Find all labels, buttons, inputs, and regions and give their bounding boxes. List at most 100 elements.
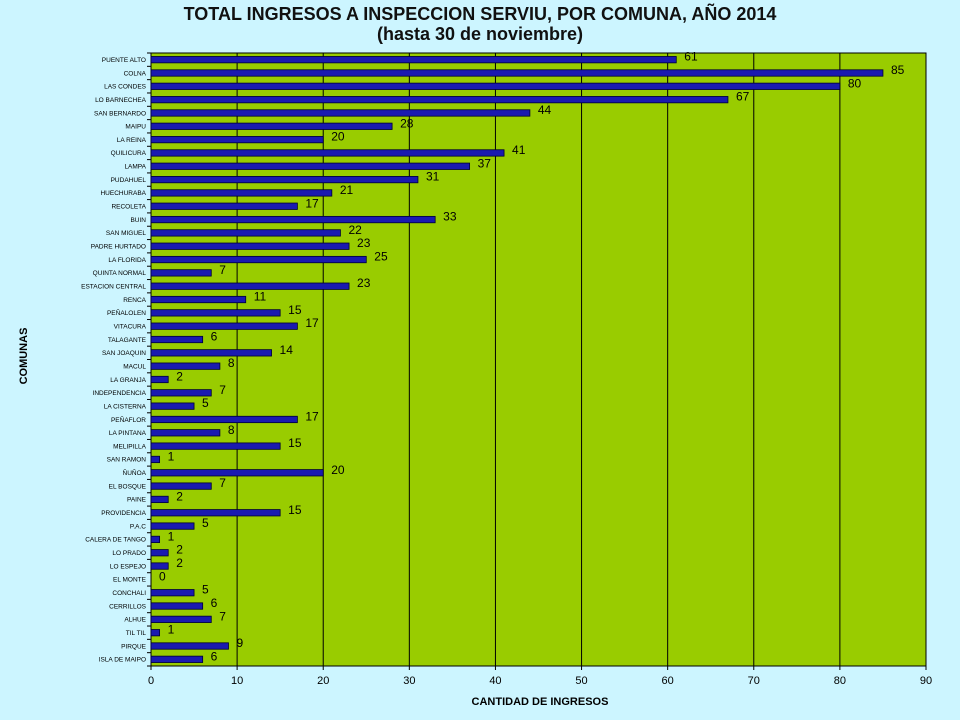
bar — [150, 295, 247, 304]
bar — [150, 429, 221, 437]
category-label: MAIPU — [125, 124, 146, 131]
bar — [150, 175, 419, 184]
plot-area — [150, 52, 927, 667]
category-label: RECOLETA — [111, 204, 146, 211]
data-label: 17 — [305, 409, 319, 423]
category-label: PIRQUE — [121, 643, 147, 650]
data-label: 21 — [340, 183, 354, 197]
data-label: 20 — [331, 463, 345, 477]
bar — [150, 455, 161, 464]
data-label: 2 — [176, 369, 183, 383]
category-label: TALAGANTE — [108, 337, 147, 344]
bar — [150, 629, 161, 637]
bar — [150, 202, 298, 210]
chart-title: TOTAL INGRESOS A INSPECCION SERVIU, POR … — [183, 4, 777, 24]
bar — [150, 229, 341, 237]
data-label: 17 — [305, 316, 319, 330]
bar — [150, 109, 531, 117]
bar — [150, 482, 212, 490]
category-label: PEÑAFLOR — [111, 415, 146, 424]
data-label: 6 — [211, 649, 218, 663]
bar — [150, 269, 212, 277]
category-label: COLNA — [124, 70, 147, 77]
category-label: SAN BERNARDO — [94, 110, 146, 117]
category-label: LO ESPEJO — [110, 563, 146, 570]
bar — [150, 589, 195, 597]
data-label: 23 — [357, 276, 371, 290]
bar — [150, 322, 298, 330]
bar — [150, 215, 436, 224]
category-label: EL BOSQUE — [109, 483, 147, 490]
category-label: LO BARNECHEA — [95, 97, 147, 104]
x-tick-label: 50 — [575, 675, 587, 687]
bar — [150, 96, 729, 104]
bar — [150, 522, 195, 530]
category-label: MACUL — [123, 363, 146, 370]
category-label: QUINTA NORMAL — [93, 270, 147, 277]
category-label: CERRILLOS — [109, 603, 147, 610]
category-label: ALHUE — [124, 617, 146, 624]
data-label: 8 — [228, 423, 235, 437]
bar — [150, 642, 229, 650]
bar — [150, 389, 212, 397]
bar — [150, 415, 298, 424]
bar — [150, 122, 393, 130]
bar — [150, 535, 161, 544]
bar — [150, 375, 169, 384]
x-tick-label: 80 — [834, 675, 846, 687]
category-label: LA CISTERNA — [104, 403, 147, 410]
x-tick-label: 70 — [748, 675, 760, 687]
x-tick-label: 40 — [489, 675, 501, 687]
category-label: PEÑALOLEN — [107, 308, 146, 317]
data-label: 9 — [237, 636, 244, 650]
data-label: 15 — [288, 503, 302, 517]
category-label: CONCHALI — [112, 590, 146, 597]
category-label: TIL TIL — [126, 630, 147, 637]
x-axis-label: CANTIDAD DE INGRESOS — [471, 696, 609, 708]
data-label: 2 — [176, 543, 183, 557]
bar — [150, 495, 169, 504]
bar — [150, 69, 884, 77]
data-label: 61 — [684, 50, 698, 64]
data-label: 5 — [202, 396, 209, 410]
data-label: 1 — [168, 449, 175, 463]
data-label: 2 — [176, 556, 183, 570]
bar — [150, 362, 221, 370]
data-label: 31 — [426, 170, 440, 184]
bar — [150, 349, 272, 357]
category-label: SAN RAMON — [107, 457, 147, 464]
bar — [150, 82, 841, 90]
data-label: 15 — [288, 303, 302, 317]
data-label: 41 — [512, 143, 526, 157]
data-label: 5 — [202, 583, 209, 597]
category-label: BUIN — [130, 217, 146, 224]
category-label: EL MONTE — [113, 577, 147, 584]
category-label: PUDAHUEL — [111, 177, 147, 184]
chart-subtitle: (hasta 30 de noviembre) — [376, 24, 584, 44]
category-label: VITACURA — [114, 323, 147, 330]
data-label: 37 — [478, 156, 492, 170]
category-label: ESTACION CENTRAL — [81, 284, 146, 291]
data-label: 15 — [288, 436, 302, 450]
data-label: 7 — [219, 263, 226, 277]
data-label: 85 — [891, 63, 905, 77]
data-label: 6 — [211, 330, 218, 344]
data-label: 14 — [280, 343, 294, 357]
bar — [150, 562, 169, 570]
bar — [150, 549, 169, 557]
data-label: 17 — [305, 196, 319, 210]
bar — [150, 602, 204, 610]
data-label: 20 — [331, 130, 345, 144]
bar — [150, 509, 281, 517]
data-label: 28 — [400, 116, 414, 130]
bar — [150, 149, 505, 157]
x-tick-label: 60 — [662, 675, 674, 687]
data-label: 5 — [202, 516, 209, 530]
bar — [150, 136, 324, 144]
category-label: CALERA DE TANGO — [85, 537, 146, 544]
category-label: SAN MIGUEL — [106, 230, 146, 237]
category-label: PAINE — [127, 497, 147, 504]
bar — [150, 56, 677, 64]
bar — [150, 309, 281, 317]
